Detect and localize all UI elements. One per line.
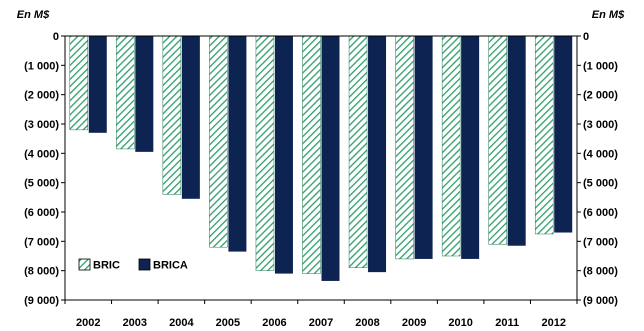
legend-swatch-bric xyxy=(78,258,91,271)
right-y-tick-label: (1 000) xyxy=(583,60,618,72)
x-tick-label: 2007 xyxy=(309,317,333,329)
bar-brica-2009 xyxy=(414,36,433,259)
bar-bric-2009 xyxy=(395,35,414,260)
right-y-tick-label: (2 000) xyxy=(583,90,618,102)
x-tick-label: 2003 xyxy=(123,317,147,329)
bar-bric-2003 xyxy=(116,35,135,150)
bar-brica-2012 xyxy=(554,36,573,233)
bar-brica-2003 xyxy=(135,36,154,152)
x-axis-ticks: 2002 2003 2004 2005 2006 2007 2008 2009 2010 2011… xyxy=(64,300,578,329)
right-y-tick-label: (7 000) xyxy=(583,236,618,248)
bar-bric-2004 xyxy=(162,35,182,195)
bar-brica-2005 xyxy=(228,36,247,252)
right-y-tick-label: (4 000) xyxy=(583,148,618,160)
bar-brica-2010 xyxy=(461,36,480,259)
bar-bric-2006 xyxy=(255,35,275,271)
x-tick-label: 2008 xyxy=(355,317,379,329)
left-unit-label: En M$ xyxy=(17,9,50,21)
legend-label-brica: BRICA xyxy=(153,260,188,272)
bar-brica-2006 xyxy=(274,36,293,274)
x-tick-label: 2012 xyxy=(541,317,565,329)
bars xyxy=(69,35,573,281)
right-y-tick-label: (8 000) xyxy=(583,266,618,278)
x-tick-label: 2004 xyxy=(169,317,194,329)
bar-bric-2012 xyxy=(534,35,554,235)
left-y-tick-label: (2 000) xyxy=(24,90,59,102)
left-y-tick-label: 0 xyxy=(53,31,59,43)
legend-label-bric: BRIC xyxy=(93,260,120,272)
bar-brica-2002 xyxy=(88,36,107,133)
bar-bric-2005 xyxy=(209,35,228,248)
legend-swatch-brica xyxy=(138,258,151,271)
bar-bric-2007 xyxy=(302,35,321,274)
left-y-tick-label: (1 000) xyxy=(24,60,59,72)
left-y-tick-label: (5 000) xyxy=(24,178,59,190)
bar-bric-2011 xyxy=(488,35,507,245)
left-y-tick-label: (3 000) xyxy=(24,119,59,131)
x-tick-label: 2011 xyxy=(495,317,519,329)
left-y-tick-label: (4 000) xyxy=(24,148,59,160)
legend: BRIC BRICA xyxy=(78,258,188,272)
left-y-axis-ticks: 0 (1 000) (2 000) (3 000) (4 000) (5 000) (6 0… xyxy=(24,31,65,307)
left-y-tick-label: (6 000) xyxy=(24,207,59,219)
left-y-tick-label: (7 000) xyxy=(24,236,59,248)
right-y-tick-label: (9 000) xyxy=(583,295,618,307)
bar-brica-2011 xyxy=(507,36,526,246)
left-y-tick-label: (9 000) xyxy=(24,295,59,307)
bar-bric-2008 xyxy=(348,35,368,268)
bar-brica-2008 xyxy=(368,36,387,273)
x-tick-label: 2005 xyxy=(216,317,240,329)
x-tick-label: 2009 xyxy=(402,317,426,329)
bar-bric-2010 xyxy=(441,35,461,257)
right-y-tick-label: 0 xyxy=(583,31,589,43)
right-y-tick-label: (5 000) xyxy=(583,178,618,190)
right-y-tick-label: (3 000) xyxy=(583,119,618,131)
bar-brica-2004 xyxy=(181,36,200,199)
bar-brica-2007 xyxy=(321,36,340,281)
x-tick-label: 2002 xyxy=(76,317,100,329)
x-tick-label: 2006 xyxy=(262,317,286,329)
right-y-axis-ticks: 0 (1 000) (2 000) (3 000) (4 000) (5 000) (6 0… xyxy=(577,31,618,307)
bar-bric-2002 xyxy=(69,35,89,131)
right-y-tick-label: (6 000) xyxy=(583,207,618,219)
right-unit-label: En M$ xyxy=(592,9,625,21)
left-y-tick-label: (8 000) xyxy=(24,266,59,278)
x-tick-label: 2010 xyxy=(448,317,472,329)
